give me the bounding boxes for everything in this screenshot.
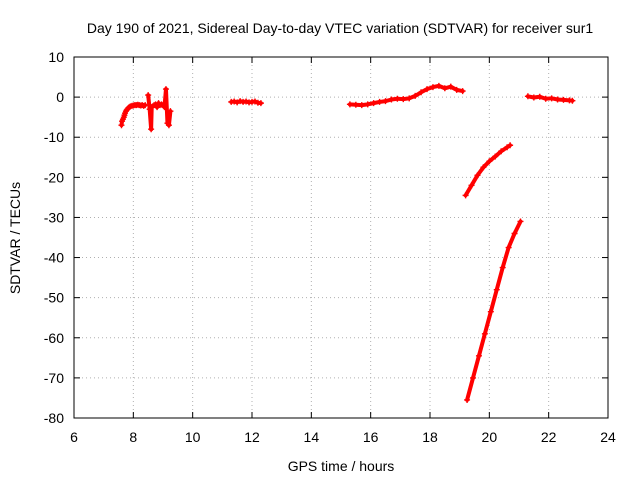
y-axis-title: SDTVAR / TECUs xyxy=(7,182,23,294)
grid-layer xyxy=(74,57,608,418)
series-trace-segment xyxy=(166,109,173,128)
y-tick-label: 0 xyxy=(56,89,64,105)
y-tick-label: -20 xyxy=(44,169,64,185)
series-trace-segment xyxy=(149,105,154,132)
series-arc-4 xyxy=(346,82,466,109)
data-marks-layer xyxy=(118,82,576,403)
y-tick-label: -30 xyxy=(44,209,64,225)
y-tick-label: -40 xyxy=(44,250,64,266)
plot-frame xyxy=(73,56,609,419)
series-trace-segment xyxy=(500,245,511,270)
series-trace-segment xyxy=(482,309,493,336)
x-tick-label: 20 xyxy=(482,429,498,445)
series-arc-2 xyxy=(145,86,174,133)
tick-layer xyxy=(73,56,609,419)
x-tick-label: 14 xyxy=(304,429,320,445)
x-tick-label: 8 xyxy=(129,429,137,445)
x-tick-label: 16 xyxy=(363,429,379,445)
series-arc-5 xyxy=(524,93,576,104)
series-trace-segment xyxy=(146,93,152,112)
series-trace-segment xyxy=(454,87,465,94)
series-arc-6 xyxy=(462,142,514,199)
series-trace-segment xyxy=(512,219,523,236)
series-trace-segment xyxy=(506,231,517,250)
x-tick-label: 22 xyxy=(541,429,557,445)
series-trace-segment xyxy=(505,143,513,150)
series-trace-segment xyxy=(465,375,476,402)
y-tick-label: -70 xyxy=(44,370,64,386)
series-trace-segment xyxy=(476,331,487,358)
chart-title: Day 190 of 2021, Sidereal Day-to-day VTE… xyxy=(87,20,593,36)
x-tick-label: 10 xyxy=(185,429,201,445)
series-trace-segment xyxy=(471,353,481,380)
series-arc-1 xyxy=(118,101,149,129)
series-trace-segment xyxy=(488,287,499,314)
x-tick-label: 24 xyxy=(600,429,616,445)
x-axis-title: GPS time / hours xyxy=(288,458,395,474)
x-tick-label: 12 xyxy=(244,429,260,445)
y-tick-label: -10 xyxy=(44,129,64,145)
x-tick-label: 6 xyxy=(70,429,78,445)
x-tick-label: 18 xyxy=(422,429,438,445)
tick-label-layer: 6 8 10 12 14 16 18 20 22 24 10 0 -10 -20 -30 -40 -50 -60 -… xyxy=(44,49,616,445)
series-arc-7 xyxy=(464,218,524,403)
series-trace-segment xyxy=(494,265,505,292)
series-trace-segment xyxy=(141,103,148,108)
y-tick-label: 10 xyxy=(48,49,64,65)
y-tick-label: -60 xyxy=(44,330,64,346)
y-tick-label: -80 xyxy=(44,410,64,426)
series-trace-segment xyxy=(163,87,170,126)
series-arc-3 xyxy=(228,98,264,107)
y-tick-label: -50 xyxy=(44,290,64,306)
